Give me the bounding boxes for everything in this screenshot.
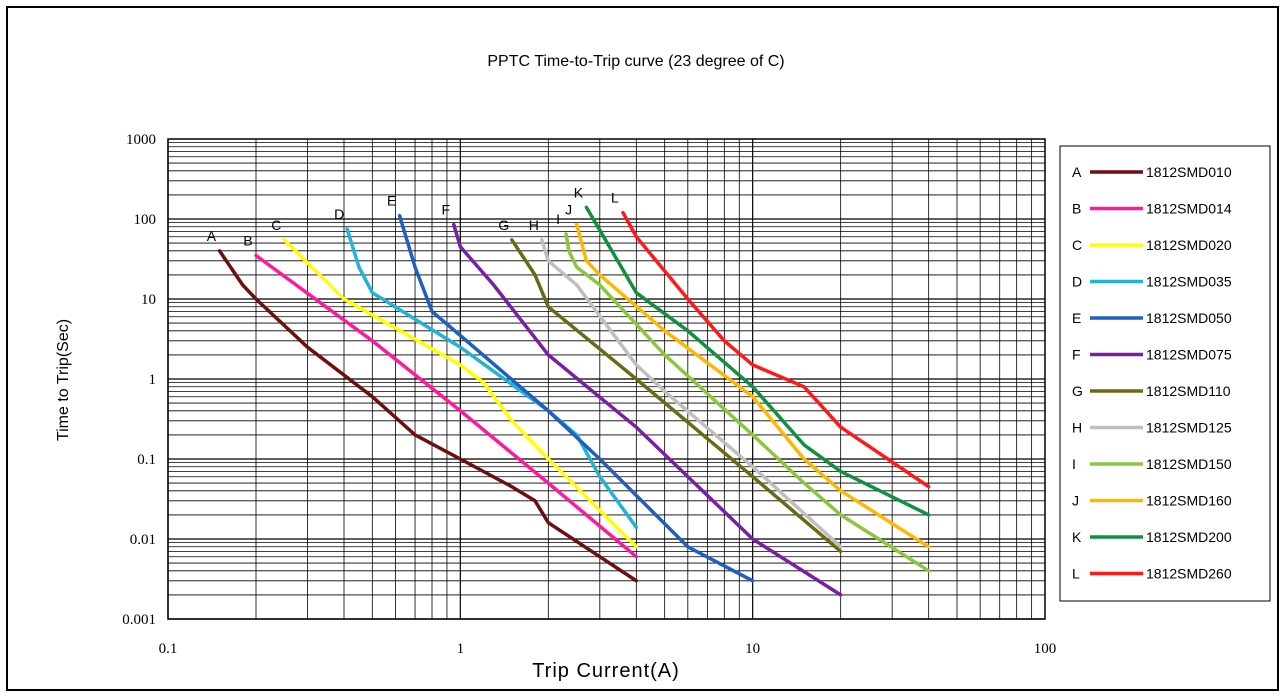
series-line-g: [510, 238, 843, 554]
series-line-d: [345, 227, 639, 530]
curve-letter-c: C: [271, 217, 281, 233]
series-line-l: [621, 210, 931, 489]
legend-item: A 1812SMD010: [1072, 164, 1232, 180]
y-axis-label: Time to Trip(Sec): [55, 319, 72, 441]
legend: A 1812SMD010 B 1812SMD014 C 1812SMD020 D 1812SM…: [1059, 145, 1271, 602]
series-layer: [217, 205, 931, 597]
curve-letter-i: I: [556, 211, 560, 227]
x-tick-label: 0.1: [159, 641, 178, 657]
x-tick-label: 10: [745, 641, 760, 657]
legend-label: 1812SMD014: [1146, 201, 1232, 217]
legend-label: 1812SMD200: [1146, 529, 1232, 545]
legend-label: 1812SMD260: [1146, 566, 1232, 582]
curve-letter-g: G: [498, 217, 509, 233]
legend-label: 1812SMD010: [1146, 164, 1232, 180]
legend-item: E 1812SMD050: [1072, 310, 1232, 326]
legend-item: F 1812SMD075: [1072, 347, 1232, 363]
legend-label: 1812SMD035: [1146, 274, 1232, 290]
x-tick-label: 100: [1034, 641, 1057, 657]
legend-item: J 1812SMD160: [1072, 493, 1232, 509]
y-tick-label: 100: [134, 212, 157, 228]
legend-item: H 1812SMD125: [1072, 420, 1232, 436]
legend-item: I 1812SMD150: [1072, 456, 1232, 472]
tick-labels: 0.1 1 10 100 1000 100 10 1 0.1 0.01 0.001: [122, 132, 1056, 657]
plot-area-border: [167, 138, 1046, 620]
curve-letter-h: H: [529, 217, 539, 233]
legend-letter: A: [1072, 164, 1082, 180]
series-line-e: [397, 213, 755, 583]
legend-item: L 1812SMD260: [1072, 566, 1232, 582]
series-line-f: [452, 222, 843, 597]
series-line-j: [574, 222, 931, 549]
chart-title: PPTC Time-to-Trip curve (23 degree of C): [487, 53, 784, 70]
y-tick-label: 0.1: [137, 452, 156, 468]
series-line-k: [584, 205, 931, 517]
legend-label: 1812SMD125: [1146, 420, 1232, 436]
y-tick-label: 1000: [126, 132, 156, 148]
grid: [167, 139, 1045, 620]
legend-letter: F: [1072, 347, 1081, 363]
series-line-i: [564, 232, 931, 573]
curve-letter-a: A: [207, 228, 217, 244]
legend-letter: I: [1072, 456, 1076, 472]
x-axis-label: Trip Current(A): [532, 660, 680, 682]
legend-letter: E: [1072, 310, 1081, 326]
x-tick-label: 1: [457, 641, 465, 657]
legend-letter: K: [1072, 529, 1082, 545]
curve-letter-k: K: [574, 184, 584, 200]
curve-letters: A B C D E F G H IJK L: [207, 184, 619, 248]
legend-label: 1812SMD075: [1146, 347, 1232, 363]
legend-letter: L: [1072, 566, 1080, 582]
legend-letter: B: [1072, 201, 1081, 217]
series-line-b: [254, 253, 639, 559]
legend-label: 1812SMD050: [1146, 310, 1232, 326]
curve-letter-j: J: [565, 202, 572, 218]
curve-letter-d: D: [334, 206, 344, 222]
legend-label: 1812SMD150: [1146, 456, 1232, 472]
legend-item: K 1812SMD200: [1072, 529, 1232, 545]
legend-letter: D: [1072, 274, 1082, 290]
legend-item: D 1812SMD035: [1072, 274, 1232, 290]
series-line-a: [217, 249, 639, 583]
legend-item: G 1812SMD110: [1072, 383, 1231, 399]
legend-item: C 1812SMD020: [1072, 237, 1232, 253]
legend-item: B 1812SMD014: [1072, 201, 1232, 217]
y-tick-label: 0.01: [130, 532, 156, 548]
legend-label: 1812SMD160: [1146, 493, 1232, 509]
curve-letter-l: L: [611, 190, 619, 206]
legend-letter: H: [1072, 420, 1082, 436]
y-tick-label: 10: [141, 292, 156, 308]
legend-letter: G: [1072, 383, 1083, 399]
legend-box: [1059, 145, 1271, 602]
legend-letter: C: [1072, 237, 1082, 253]
curve-letter-e: E: [387, 193, 396, 209]
curve-letter-b: B: [243, 232, 252, 248]
y-tick-label: 0.001: [122, 612, 156, 628]
legend-letter: J: [1072, 493, 1079, 509]
series-line-h: [540, 238, 843, 549]
series-line-c: [282, 238, 639, 549]
y-tick-label: 1: [149, 372, 157, 388]
legend-label: 1812SMD020: [1146, 237, 1232, 253]
curve-letter-f: F: [442, 202, 451, 218]
legend-label: 1812SMD110: [1146, 383, 1231, 399]
